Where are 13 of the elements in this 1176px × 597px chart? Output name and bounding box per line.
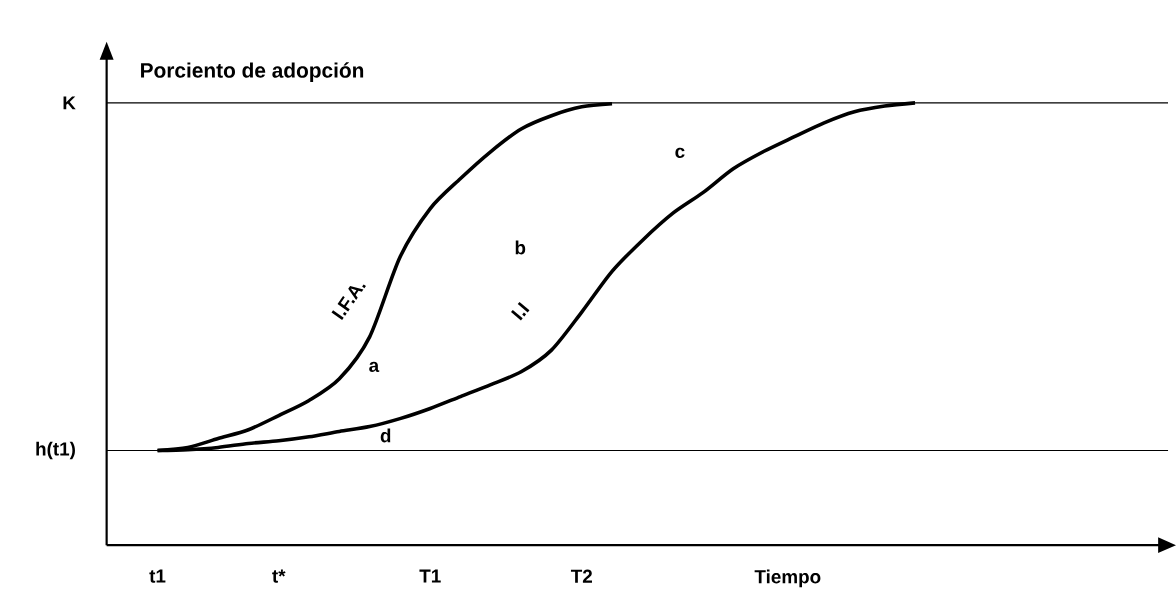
x-tick-label: t1 [149,569,166,583]
annotation: a [369,361,380,373]
annotation: d [380,428,391,443]
x-tick-label: T2 [570,569,592,583]
annotation: b [515,240,526,255]
y-axis-title: Porciento de adopción [141,62,364,82]
x-tick-label: t* [272,569,286,583]
x-tick-label: T1 [419,569,441,583]
ref-line-label: h(t1) [36,441,75,460]
annotation: c [675,147,685,159]
x-axis-title: Tiempo [754,569,821,588]
ref-line-label: K [63,96,76,110]
annotation: I.I [511,302,530,321]
